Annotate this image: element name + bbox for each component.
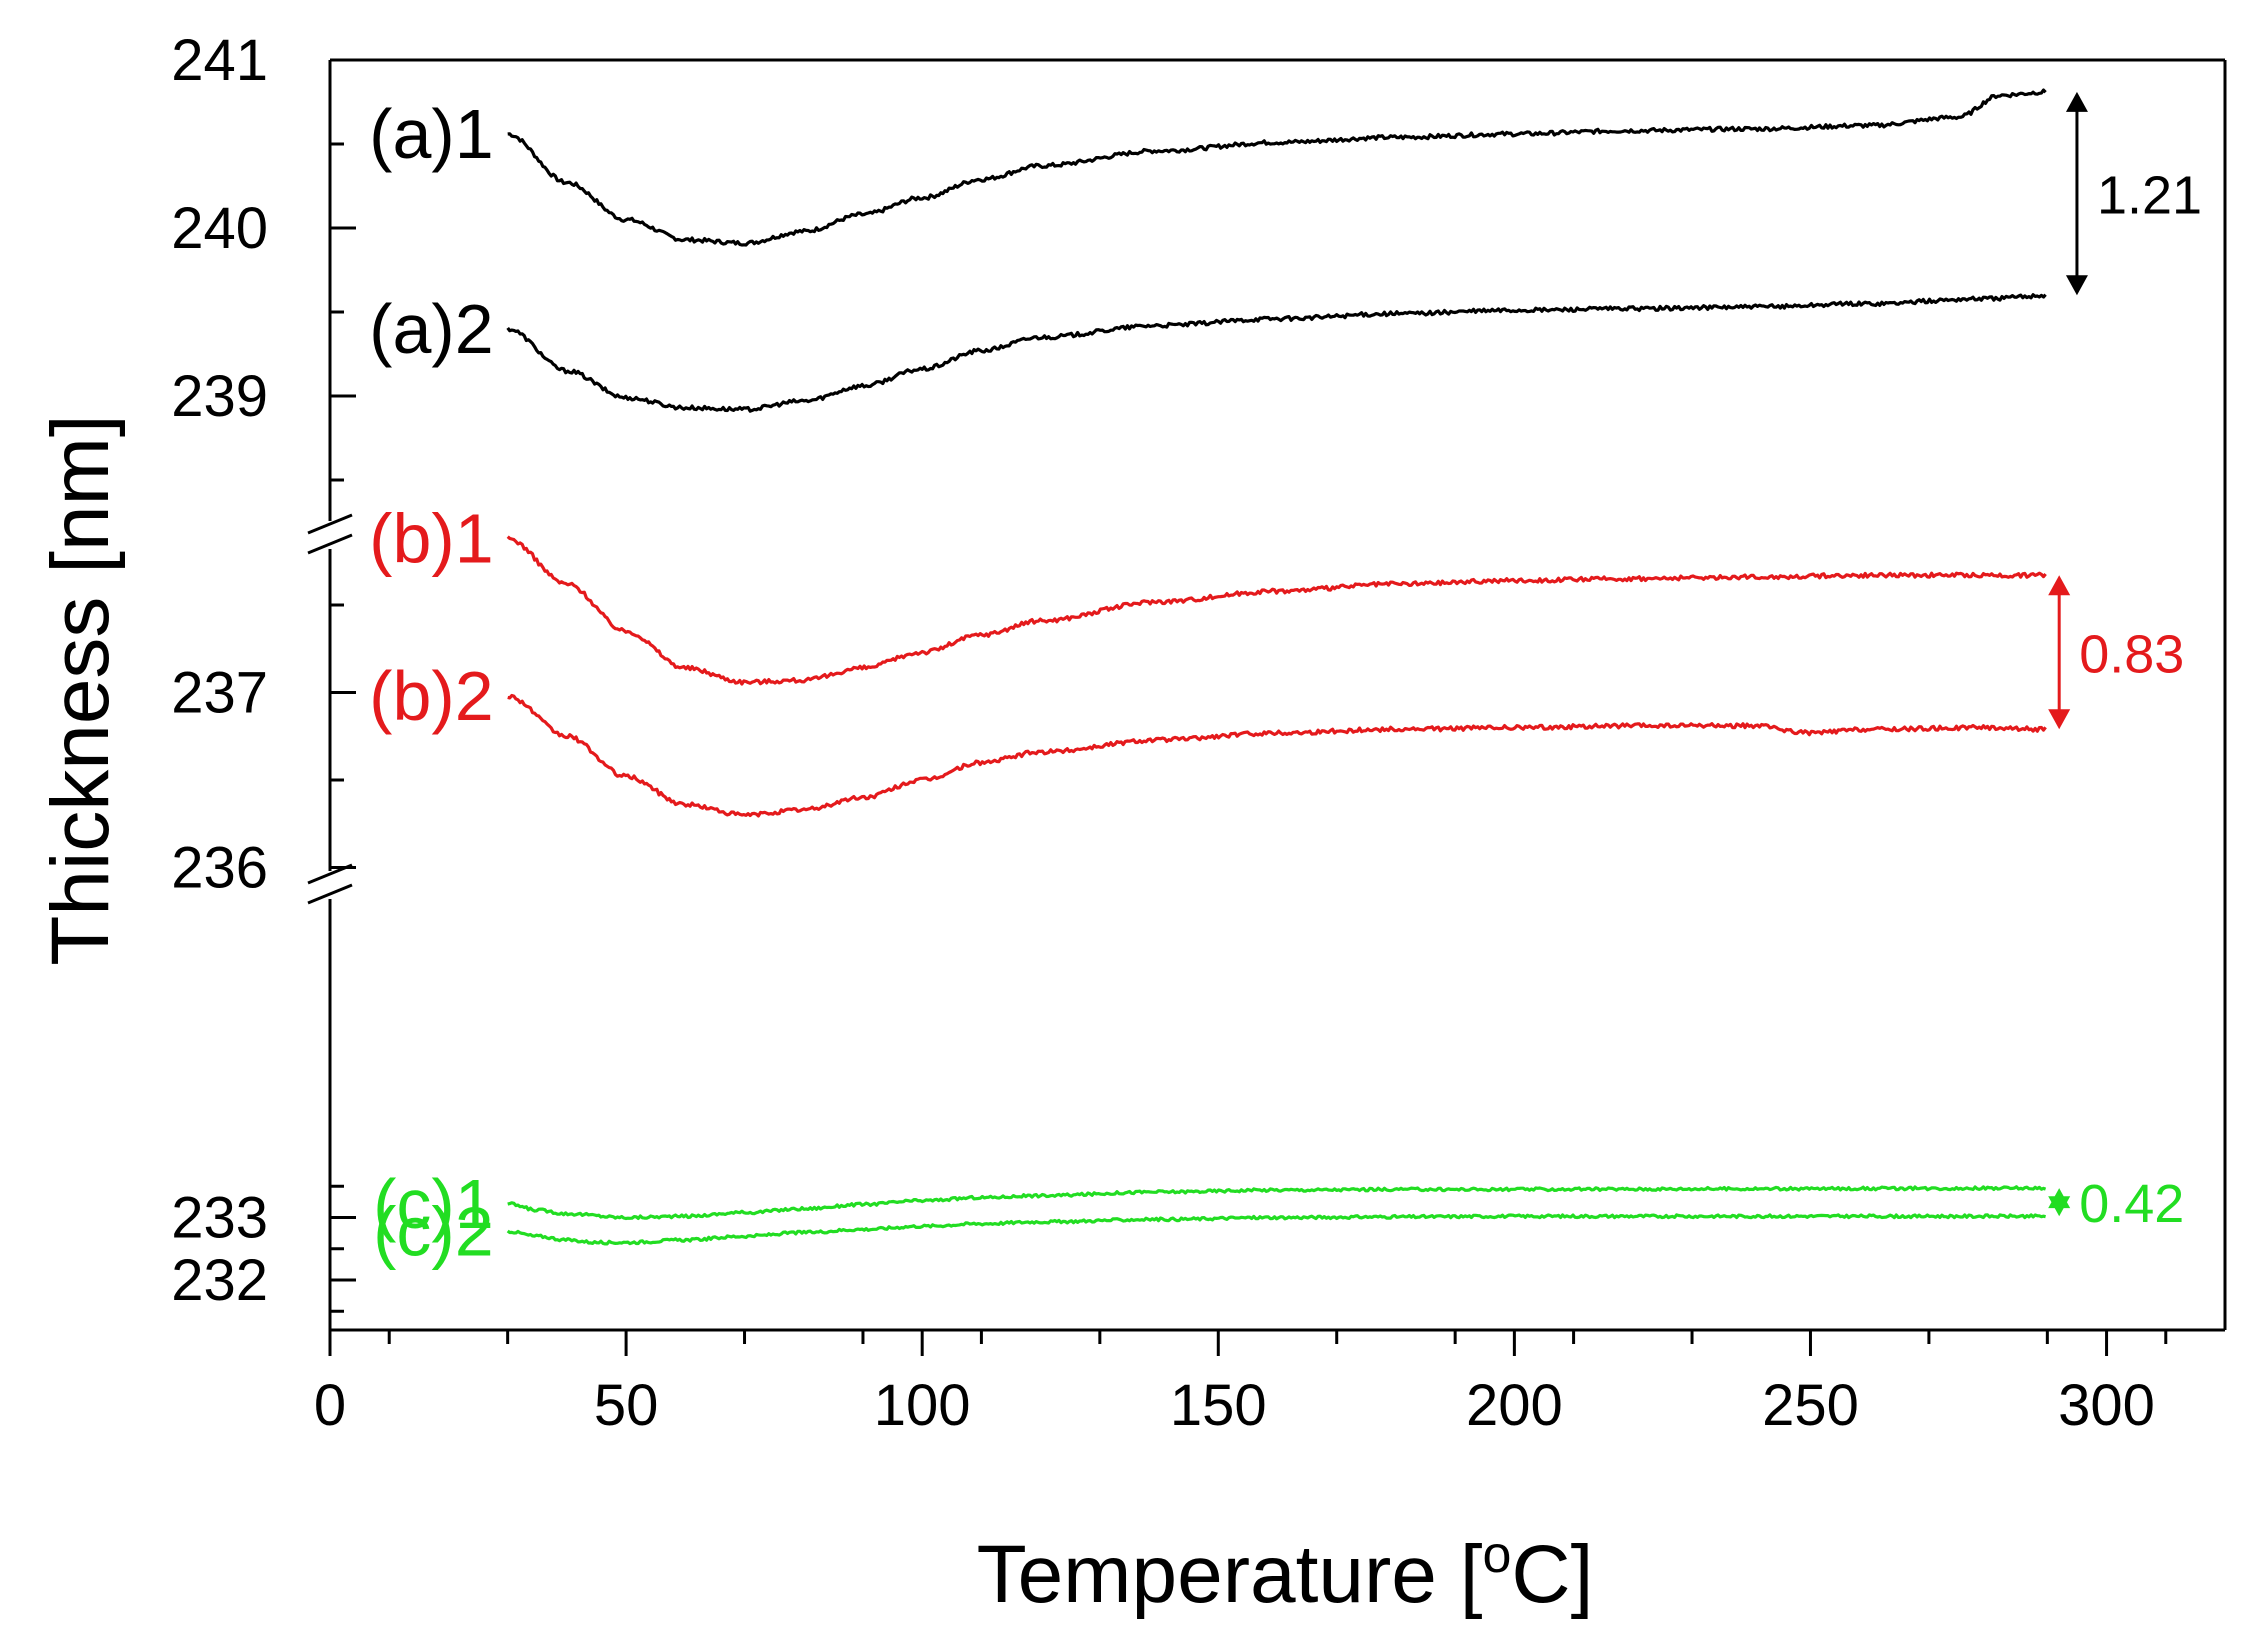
- x-axis-ticks: 0 50 100 150 200 250 300: [314, 1330, 2168, 1438]
- y-tick-label: 239: [171, 364, 268, 429]
- y-axis-title: Thickness [nm]: [35, 414, 126, 965]
- y-tick-label: 236: [171, 836, 268, 901]
- x-tick-label: 200: [1466, 1373, 1563, 1438]
- y-tick-label: 240: [171, 196, 268, 261]
- difference-arrow-head: [2048, 1196, 2071, 1217]
- difference-label: 0.83: [2079, 624, 2184, 684]
- series-label-a1: (a)1: [369, 95, 493, 173]
- series-line-a2: [506, 293, 2047, 413]
- series-label-a2: (a)2: [369, 290, 493, 368]
- x-axis-title-end: C]: [1511, 1529, 1593, 1620]
- x-tick-label: 150: [1170, 1373, 1267, 1438]
- x-tick-label: 300: [2058, 1373, 2155, 1438]
- y-tick-label: 241: [171, 28, 268, 93]
- plot-frame: [328, 58, 2227, 1332]
- series-line-b2: [507, 693, 2047, 818]
- difference-arrows: 1.21 0.83 0.42: [2048, 91, 2202, 1234]
- series-lines: [506, 88, 2047, 1246]
- series-line-c1: [507, 1185, 2047, 1221]
- series-label-b1: (b)1: [369, 500, 493, 578]
- x-axis-title: Temperature [oC]: [977, 1526, 1594, 1620]
- y-tick-label: 232: [171, 1248, 268, 1313]
- x-tick-label: 50: [594, 1373, 659, 1438]
- axis-break-slash: [307, 513, 353, 535]
- difference-arrow-head: [2048, 575, 2071, 596]
- x-tick-label: 100: [874, 1373, 971, 1438]
- difference-arrow-head: [2065, 275, 2088, 296]
- difference-arrow-head: [2048, 709, 2071, 730]
- difference-arrow-head: [2065, 91, 2088, 112]
- y-tick-label: 233: [171, 1186, 268, 1251]
- axis-break-slash: [307, 883, 353, 905]
- series-label-b2: (b)2: [369, 657, 493, 735]
- axis-break-slash: [307, 533, 353, 555]
- series-label-c1: (c)1: [373, 1165, 494, 1243]
- x-axis-title-degree: o: [1482, 1526, 1511, 1584]
- x-tick-label: 250: [1762, 1373, 1859, 1438]
- series-line-b1: [506, 535, 2047, 686]
- series-labels: (a)1 (a)2 (b)1 (b)2 (c)1(c)2: [369, 95, 493, 1270]
- series-line-c2: [506, 1213, 2046, 1246]
- series-label-c2: (c)2: [373, 1192, 494, 1270]
- x-tick-label: 0: [314, 1373, 346, 1438]
- difference-label: 0.42: [2079, 1174, 2184, 1234]
- difference-label: 1.21: [2097, 166, 2202, 226]
- x-axis-title-start: Temperature [: [977, 1529, 1483, 1620]
- y-tick-label: 237: [171, 661, 268, 726]
- series-line-a1: [507, 88, 2047, 247]
